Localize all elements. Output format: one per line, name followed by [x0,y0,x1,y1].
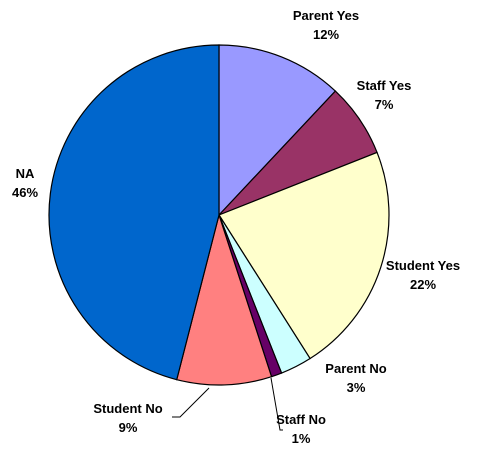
slice-labels: Parent Yes 12% Staff Yes 7% Student Yes 22% Pa… [12,8,460,446]
slice-category-text: Staff Yes [357,78,412,93]
slice-label-student-no: Student No 9% [93,401,162,435]
leader-line-staff-no [270,377,283,431]
slice-label-staff-no: Staff No 1% [276,412,326,446]
slice-label-staff-yes: Staff Yes 7% [357,78,412,112]
slice-category-text: Parent Yes [293,8,359,23]
pie-slice-student-yes [218,151,390,360]
leader-line-student-no [172,387,210,418]
slice-percent-text: 9% [119,420,138,435]
slice-category-text: Student No [93,401,162,416]
slice-label-na: NA 46% [12,166,38,200]
leader-lines [172,377,283,431]
pie-slice-parent-yes [218,44,337,217]
slice-percent-text: 7% [375,97,394,112]
slice-percent-text: 22% [410,277,436,292]
slice-label-parent-no: Parent No 3% [325,361,386,395]
slice-category-text: NA [16,166,35,181]
slice-category-text: Parent No [325,361,386,376]
pie-slice-na [48,44,220,381]
slice-label-student-yes: Student Yes 22% [386,258,460,292]
slice-category-text: Staff No [276,412,326,427]
slice-label-parent-yes: Parent Yes 12% [293,8,359,42]
slice-category-text: Student Yes [386,258,460,273]
pie-slice-student-no [175,212,273,386]
pie-slices [48,44,390,386]
slice-percent-text: 12% [313,27,339,42]
slice-percent-text: 1% [292,431,311,446]
slice-percent-text: 46% [12,185,38,200]
slice-percent-text: 3% [347,380,366,395]
